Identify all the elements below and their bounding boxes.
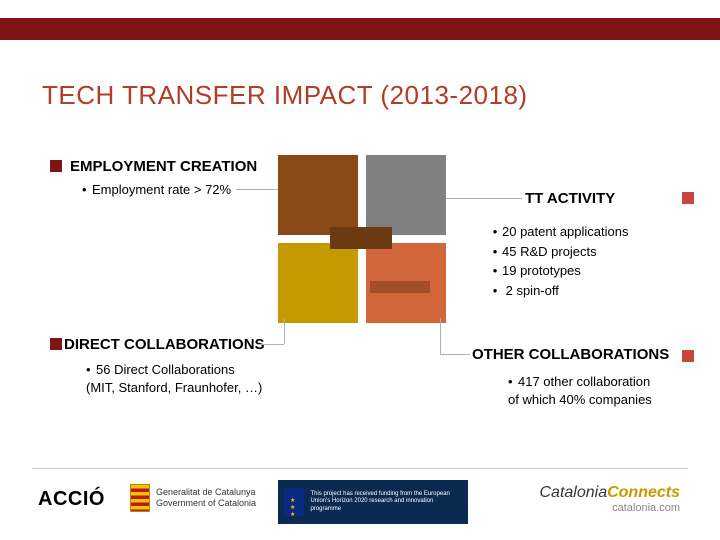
section-marker-direct [50,338,62,350]
section-marker-other [682,350,694,362]
eu-funding-box: This project has received funding from t… [278,480,468,524]
connector-tt-activity [446,198,522,199]
section-heading-other: OTHER COLLABORATIONS [472,346,669,363]
employment-bullet: •Employment rate > 72% [82,182,231,197]
connector-employment [236,189,278,190]
other-line1-text: 417 other collaboration [518,374,650,389]
top-bar [0,18,720,40]
section-heading-direct: DIRECT COLLABORATIONS [64,336,265,353]
grid-cell-1 [366,155,446,235]
tt-activity-list: •20 patent applications •45 R&D projects… [488,222,628,300]
gencat-text: Generalitat de Catalunya Government of C… [156,487,256,509]
center-grid [278,155,448,325]
other-line2: of which 40% companies [508,392,652,407]
gencat-logo: Generalitat de Catalunya Government of C… [130,484,256,512]
direct-line1-text: 56 Direct Collaborations [96,362,235,377]
gencat-flag-icon [130,484,150,512]
connector-direct [258,344,284,345]
connector-other-v [440,318,441,354]
section-heading-tt-activity: TT ACTIVITY [525,190,615,207]
catalonia-connects-logo: CataloniaConnects catalonia.com [539,484,680,514]
brand: CataloniaConnects [539,484,680,502]
section-marker-tt-activity [682,192,694,204]
brand-url: catalonia.com [539,502,680,514]
grid-overlay-top [330,227,392,249]
tt-item-3: 2 spin-off [502,283,559,298]
section-heading-employment: EMPLOYMENT CREATION [70,158,257,175]
grid-cell-0 [278,155,358,235]
accio-text: ACCIÓ [38,488,105,510]
grid-overlay-mid [370,281,430,293]
tt-item-1: 45 R&D projects [502,244,597,259]
tt-item-0: 20 patent applications [502,224,628,239]
connector-other [440,354,470,355]
brand-catalonia: Catalonia [539,484,607,501]
tt-item-2: 19 prototypes [502,263,581,278]
connector-direct-v [284,318,285,344]
direct-line2: (MIT, Stanford, Fraunhofer, …) [86,380,262,395]
page-title: TECH TRANSFER IMPACT (2013-2018) [42,80,528,111]
eu-text: This project has received funding from t… [310,491,462,513]
gencat-line2: Government of Catalonia [156,498,256,509]
section-marker-employment [50,160,62,172]
grid-cell-2 [278,243,358,323]
footer-divider [32,468,688,469]
brand-connects: Connects [607,484,680,501]
direct-line1: •56 Direct Collaborations [86,362,235,377]
employment-bullet-text: Employment rate > 72% [92,182,231,197]
accio-logo: ACCIÓ [38,488,105,511]
other-line1: •417 other collaboration [508,374,650,389]
footer: ACCIÓ Generalitat de Catalunya Governmen… [0,468,720,540]
eu-flag-icon [284,488,304,516]
gencat-line1: Generalitat de Catalunya [156,487,256,498]
